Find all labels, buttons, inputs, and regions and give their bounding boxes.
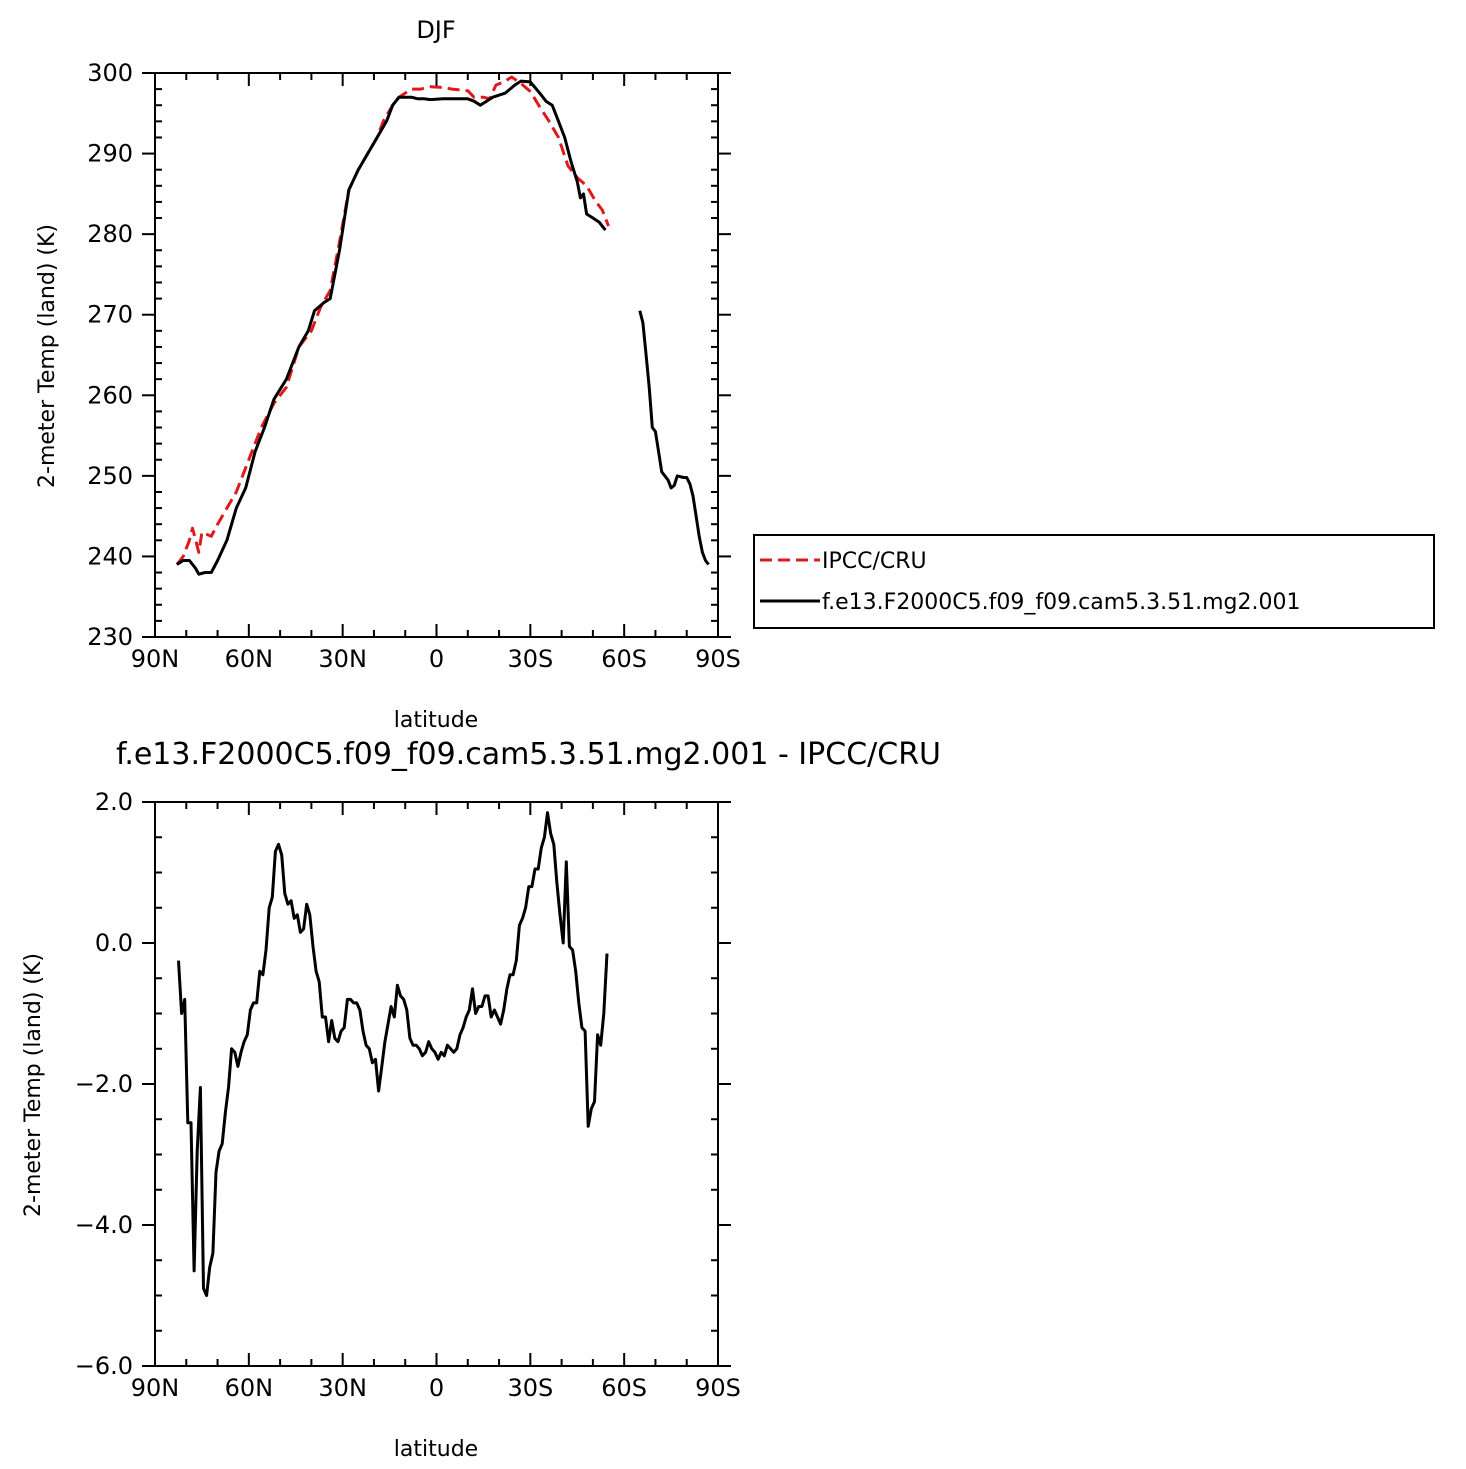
top-y-tick-label: 260 — [87, 381, 133, 409]
bottom-y-tick-label: −4.0 — [75, 1211, 133, 1239]
legend-label-ipcc-cru: IPCC/CRU — [822, 549, 927, 574]
bottom-x-tick-label: 90S — [695, 1374, 741, 1402]
bottom-x-tick-label: 30S — [507, 1374, 553, 1402]
bottom-y-tick-label: 0.0 — [95, 929, 133, 957]
top-series-0-line — [175, 75, 610, 566]
top-plot-area: 90N 60N 30N 0 30S 60S 90S 230 240 250 260 270 280 290… — [87, 59, 741, 673]
top-y-tick-label: 250 — [87, 462, 133, 490]
top-series-1-line — [176, 79, 607, 576]
top-x-tick-label: 30S — [507, 645, 553, 673]
top-xlabel: latitude — [394, 708, 478, 733]
top-x-tick-label: 60N — [225, 645, 274, 673]
top-x-tick-label: 90S — [695, 645, 741, 673]
top-x-tick-label: 0 — [429, 645, 444, 673]
top-y-tick-label: 240 — [87, 542, 133, 570]
bottom-panel: f.e13.F2000C5.f09_f09.cam5.3.51.mg2.001 … — [21, 737, 941, 1462]
bottom-y-tick-label: −6.0 — [75, 1352, 133, 1380]
top-y-tick-label: 270 — [87, 301, 133, 329]
top-series-1-line — [638, 310, 710, 566]
top-y-tick-label: 280 — [87, 220, 133, 248]
bottom-x-tick-label: 90N — [131, 1374, 180, 1402]
top-x-tick-label: 90N — [131, 645, 180, 673]
bottom-x-tick-label: 60S — [601, 1374, 647, 1402]
top-y-tick-label: 290 — [87, 140, 133, 168]
top-frame — [154, 72, 719, 638]
legend-label-model: f.e13.F2000C5.f09_f09.cam5.3.51.mg2.001 — [822, 590, 1300, 615]
top-x-tick-label: 30N — [318, 645, 367, 673]
top-panel: DJF 90N 60N 30N 0 30S 60S 90S 230 240 250 260 270 28… — [35, 16, 741, 733]
top-title: DJF — [416, 16, 455, 44]
bottom-y-tick-label: −2.0 — [75, 1070, 133, 1098]
bottom-x-tick-label: 0 — [429, 1374, 444, 1402]
top-y-tick-label: 300 — [87, 59, 133, 87]
bottom-ylabel: 2-meter Temp (land) (K) — [21, 953, 46, 1217]
bottom-x-tick-label: 60N — [225, 1374, 274, 1402]
legend: IPCC/CRU f.e13.F2000C5.f09_f09.cam5.3.51… — [753, 534, 1435, 629]
top-ylabel: 2-meter Temp (land) (K) — [35, 224, 60, 488]
bottom-title: f.e13.F2000C5.f09_f09.cam5.3.51.mg2.001 … — [116, 737, 941, 772]
bottom-y-tick-label: 2.0 — [95, 788, 133, 816]
top-y-tick-label: 230 — [87, 623, 133, 651]
bottom-plot-area: 90N 60N 30N 0 30S 60S 90S −6.0 −4.0 −2.0 0.0 2.0 — [75, 788, 741, 1402]
bottom-xlabel: latitude — [394, 1437, 478, 1462]
bottom-series-0-line — [177, 811, 609, 1297]
bottom-frame — [154, 801, 719, 1367]
top-x-tick-label: 60S — [601, 645, 647, 673]
bottom-x-tick-label: 30N — [318, 1374, 367, 1402]
legend-box — [753, 534, 1435, 629]
